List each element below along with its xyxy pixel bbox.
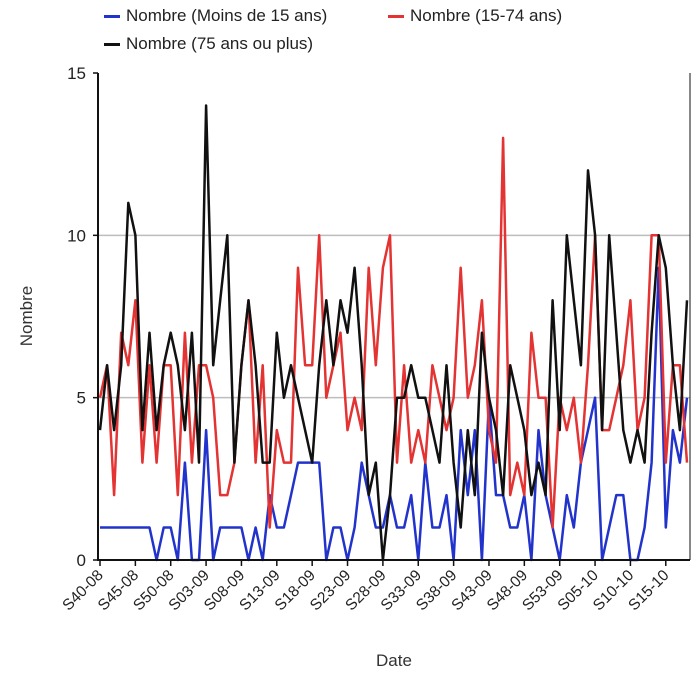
y-axis-label: Nombre [17,285,36,347]
x-tick-labels: S40-08S45-08S50-08S03-09S08-09S13-09S18-… [59,560,673,615]
series-line-3 [98,104,689,562]
y-axis-label-box: Nombre [12,286,42,346]
y-tick-label: 0 [77,551,86,570]
axes [97,73,691,561]
legend-label: Nombre (Moins de 15 ans) [126,6,328,25]
y-tick-label: 10 [67,226,86,245]
series-line-2 [98,136,689,529]
legend-item-2: Nombre (15-74 ans) [388,6,562,26]
series-lines [98,104,689,562]
legend-swatch [104,14,120,18]
y-tick-labels: 0 5 10 15 [67,64,98,570]
y-tick-label: 15 [67,64,86,83]
legend-label: Nombre (15-74 ans) [410,6,563,25]
x-axis-label: Date [376,651,412,670]
y-tick-label: 5 [77,389,86,408]
legend-item-1: Nombre (Moins de 15 ans) [104,6,327,26]
legend-swatch [104,42,120,46]
legend-swatch [388,14,404,18]
legend-label: Nombre (75 ans ou plus) [126,34,314,53]
legend-item-3: Nombre (75 ans ou plus) [104,34,313,54]
x-tick-label: S15-10 [625,567,673,615]
